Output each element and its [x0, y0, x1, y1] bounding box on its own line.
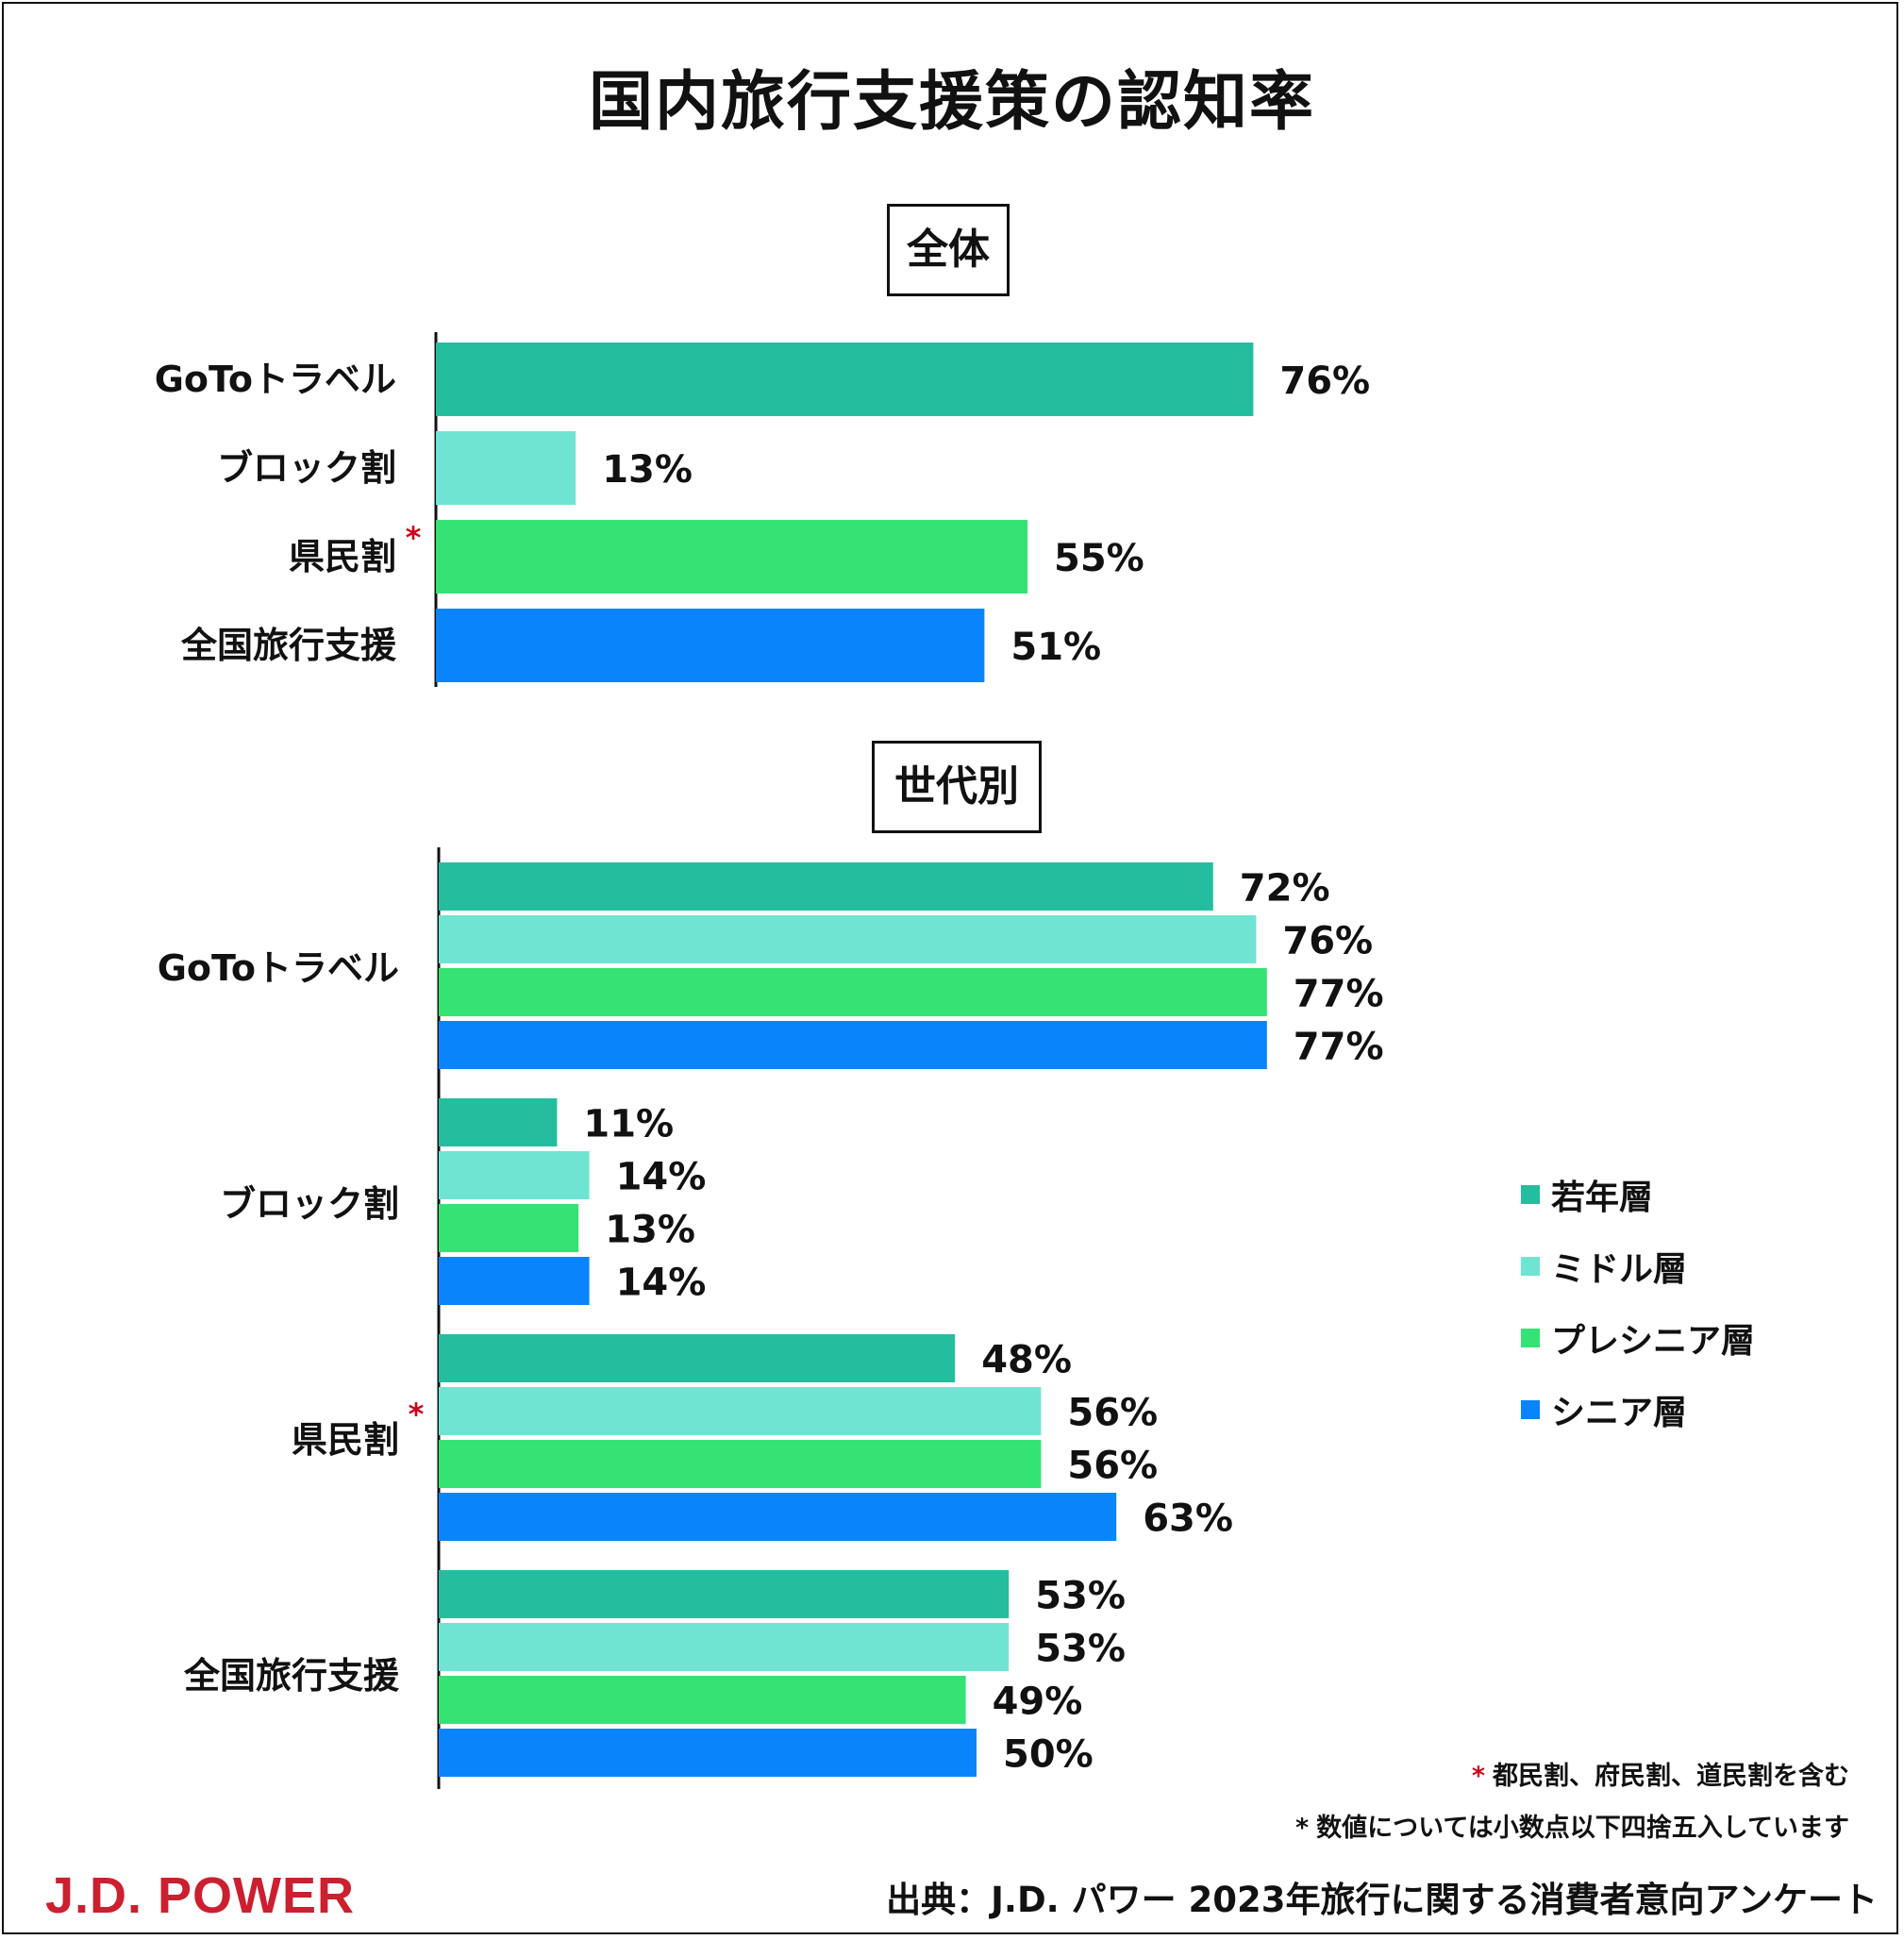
value-label-generation: 72%	[1240, 867, 1330, 911]
asterisk-red: *	[1471, 1762, 1485, 1791]
value-label-generation: 53%	[1035, 1575, 1126, 1618]
category-label-generation: ブロック割	[220, 1183, 399, 1225]
category-label-generation: GoToトラベル	[158, 947, 399, 989]
value-label-generation: 77%	[1294, 973, 1384, 1016]
value-label-overall: 13%	[602, 448, 693, 492]
legend-swatch	[1521, 1329, 1540, 1347]
value-label-generation: 53%	[1035, 1628, 1126, 1671]
value-label-generation: 11%	[583, 1103, 674, 1146]
legend-item: ミドル層	[1521, 1230, 1755, 1302]
value-label-generation: 48%	[981, 1339, 1072, 1382]
category-label-overall: ブロック割	[217, 447, 396, 489]
bar-generation	[439, 1151, 590, 1199]
legend-swatch	[1521, 1257, 1540, 1276]
bar-generation	[439, 1387, 1042, 1435]
bar-generation	[439, 1729, 977, 1777]
bar-generation	[439, 1570, 1010, 1618]
footnote-prefecture-discount: * 都民割、府民割、道民割を含む	[1471, 1762, 1849, 1791]
jd-power-logo: J.D. POWER	[45, 1867, 356, 1924]
legend-item: 若年層	[1521, 1159, 1755, 1230]
value-label-overall: 55%	[1054, 537, 1144, 580]
legend-item: シニア層	[1521, 1374, 1755, 1446]
category-label-overall: GoToトラベル	[155, 359, 396, 400]
asterisk-marker: *	[406, 520, 422, 556]
legend-swatch	[1521, 1185, 1540, 1204]
asterisk-marker: *	[409, 1396, 425, 1432]
value-label-overall: 51%	[1010, 626, 1101, 669]
value-label-generation: 63%	[1143, 1497, 1233, 1541]
legend-item: プレシニア層	[1521, 1302, 1755, 1374]
bar-generation	[439, 968, 1267, 1016]
bar-generation	[439, 1493, 1117, 1541]
category-label-generation: 全国旅行支援	[183, 1655, 400, 1697]
footnote-rounding: * 数値については小数点以下四捨五入しています	[1295, 1814, 1849, 1843]
section-generation-label: 世代別	[872, 741, 1042, 833]
category-label-overall: 全国旅行支援	[180, 625, 397, 666]
legend-label: シニア層	[1551, 1394, 1688, 1432]
chart-title: 国内旅行支援策の認知率	[588, 65, 1315, 140]
asterisk-black: *	[1295, 1814, 1310, 1843]
legend-swatch	[1521, 1400, 1540, 1419]
bar-generation	[439, 1204, 579, 1252]
bar-generation	[439, 1334, 956, 1382]
value-label-generation: 49%	[993, 1681, 1083, 1724]
value-label-generation: 13%	[605, 1209, 695, 1252]
bar-generation	[439, 1623, 1010, 1671]
bar-generation	[439, 1440, 1042, 1488]
bar-generation	[439, 1257, 590, 1305]
bar-generation	[439, 1676, 966, 1724]
category-label-overall: 県民割	[289, 536, 396, 577]
category-label-generation: 県民割	[292, 1419, 399, 1461]
value-label-generation: 76%	[1282, 920, 1373, 963]
legend: 若年層 ミドル層 プレシニア層 シニア層	[1521, 1159, 1755, 1446]
bar-generation	[439, 915, 1257, 963]
legend-label: 若年層	[1551, 1179, 1654, 1217]
bar-overall-3	[436, 609, 985, 682]
bar-overall-1	[436, 431, 576, 505]
bar-generation	[439, 1098, 558, 1146]
value-label-generation: 14%	[616, 1262, 707, 1305]
value-label-generation: 77%	[1294, 1026, 1384, 1069]
bar-overall-0	[436, 343, 1254, 416]
legend-label: ミドル層	[1551, 1250, 1688, 1289]
value-label-generation: 50%	[1003, 1733, 1094, 1777]
source-citation: 出典：J.D. パワー 2023年旅行に関する消費者意向アンケート	[886, 1880, 1878, 1920]
value-label-generation: 14%	[616, 1156, 707, 1199]
value-label-generation: 56%	[1067, 1445, 1158, 1488]
section-overall-label: 全体	[887, 204, 1010, 296]
bar-generation	[439, 862, 1213, 911]
bar-generation	[439, 1021, 1267, 1069]
value-label-overall: 76%	[1279, 360, 1370, 403]
legend-label: プレシニア層	[1551, 1322, 1756, 1361]
bar-overall-2	[436, 520, 1027, 594]
value-label-generation: 56%	[1067, 1392, 1158, 1435]
